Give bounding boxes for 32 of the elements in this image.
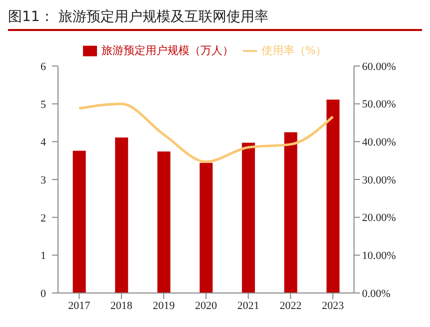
x-tick-label: 2022	[280, 300, 302, 312]
bar	[200, 162, 213, 293]
y-tick-label: 4	[40, 136, 46, 149]
x-tick-label: 2023	[322, 300, 344, 312]
bar	[72, 150, 86, 293]
legend-label: 使用率（%）	[261, 44, 327, 57]
y2-tick-label: 20.00%	[362, 212, 396, 224]
y-tick-label: 0	[40, 288, 46, 300]
y2-tick-label: 60.00%	[362, 60, 396, 73]
y-tick-label: 6	[40, 61, 46, 73]
x-tick-label: 2017	[68, 300, 91, 312]
y-tick-label: 2	[40, 212, 46, 224]
bar	[284, 132, 298, 293]
y2-tick-label: 0.00%	[362, 288, 390, 300]
y2-tick-label: 40.00%	[362, 136, 396, 149]
x-tick-label: 2019	[152, 300, 176, 312]
x-tick-label: 2021	[237, 300, 260, 312]
legend-label: 旅游预定用户规模（万人）	[101, 44, 234, 57]
chart-title: 图11： 旅游预定用户规模及互联网使用率	[8, 8, 422, 31]
bar	[242, 142, 255, 293]
x-tick-label: 2018	[110, 300, 133, 312]
bar	[157, 152, 170, 293]
x-tick-label: 2020	[195, 300, 218, 312]
y-tick-label: 5	[40, 98, 46, 111]
bar	[115, 138, 128, 293]
y-tick-label: 1	[40, 250, 46, 262]
line-series	[78, 102, 334, 163]
y2-tick-label: 10.00%	[362, 250, 396, 262]
y-tick-label: 3	[40, 174, 46, 186]
y2-tick-label: 30.00%	[362, 174, 396, 186]
y2-tick-label: 50.00%	[362, 98, 396, 111]
bar	[326, 100, 340, 293]
